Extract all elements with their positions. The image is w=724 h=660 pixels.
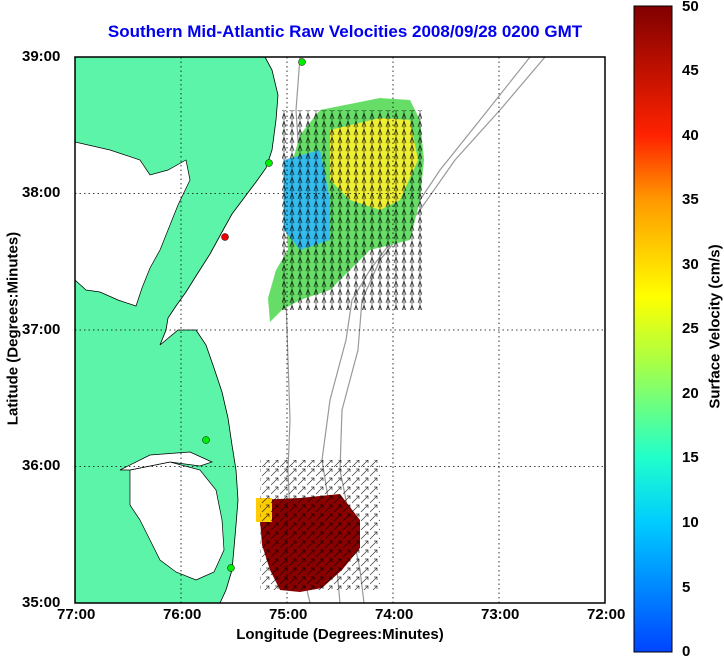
chesapeake-bay xyxy=(75,141,191,307)
velocity-arrows-south xyxy=(260,460,380,590)
radar-site-offline xyxy=(221,233,229,241)
y-tick-label: 38:00 xyxy=(22,184,61,201)
colorbar-tick-label: 25 xyxy=(682,320,699,337)
x-tick-label: 72:00 xyxy=(587,606,626,623)
colorbar-tick-label: 10 xyxy=(682,514,699,531)
colorbar-tick-label: 30 xyxy=(682,256,699,273)
x-tick-label: 75:00 xyxy=(269,606,308,623)
colorbar-tick-label: 15 xyxy=(682,449,699,466)
radar-site xyxy=(227,564,235,572)
colorbar xyxy=(633,5,673,653)
albemarle-sound xyxy=(119,451,213,471)
y-tick-label: 36:00 xyxy=(22,457,61,474)
x-tick-label: 73:00 xyxy=(481,606,520,623)
plot-frame xyxy=(74,56,606,604)
radar-site xyxy=(202,436,210,444)
radar-site xyxy=(298,58,306,66)
colorbar-tick-label: 5 xyxy=(682,579,691,596)
grid-lines xyxy=(75,57,605,603)
y-tick-label: 35:00 xyxy=(22,594,61,611)
x-tick-label: 76:00 xyxy=(163,606,202,623)
colorbar-tick-label: 45 xyxy=(682,62,699,79)
colorbar-tick-label: 40 xyxy=(682,127,699,144)
colorbar-label: Surface Velocity (cm/s) xyxy=(706,244,724,409)
pamlico-sound xyxy=(129,461,225,581)
x-axis-label: Longitude (Degrees:Minutes) xyxy=(236,626,444,643)
x-tick-label: 77:00 xyxy=(57,606,96,623)
colorbar-tick-label: 35 xyxy=(682,191,699,208)
colorbar-tick-label: 0 xyxy=(682,643,691,660)
colorbar-tick-label: 50 xyxy=(682,0,699,15)
map-title: Southern Mid-Atlantic Raw Velocities 200… xyxy=(107,22,583,41)
radar-site xyxy=(265,159,273,167)
y-tick-label: 37:00 xyxy=(22,321,61,338)
x-tick-label: 74:00 xyxy=(375,606,414,623)
velocity-arrows-north xyxy=(282,110,422,310)
colorbar-tick-label: 20 xyxy=(682,385,699,402)
y-tick-label: 39:00 xyxy=(22,48,61,65)
y-axis-label: Latitude (Degrees:Minutes) xyxy=(4,231,22,426)
